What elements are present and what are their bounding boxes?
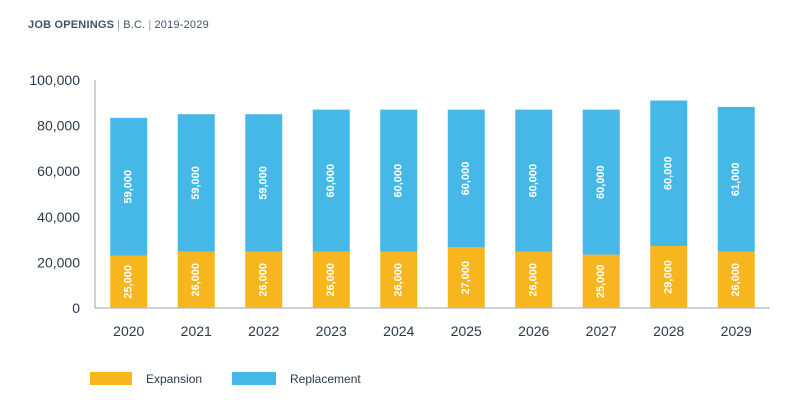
replacement-value-label: 60,000 <box>460 162 472 196</box>
x-tick-label: 2022 <box>248 323 279 339</box>
expansion-value-label: 25,000 <box>595 264 607 298</box>
expansion-bar <box>717 251 755 308</box>
x-tick-label: 2029 <box>721 323 752 339</box>
expansion-value-label: 26,000 <box>528 263 540 297</box>
replacement-value-label: 59,000 <box>258 166 270 200</box>
legend-label-expansion: Expansion <box>146 372 202 386</box>
expansion-value-label: 26,000 <box>393 263 405 297</box>
y-tick-label: 20,000 <box>37 254 80 270</box>
chart-title-period: 2019-2029 <box>154 19 209 31</box>
replacement-value-label: 60,000 <box>595 165 607 199</box>
x-tick-label: 2023 <box>316 323 347 339</box>
expansion-value-label: 26,000 <box>325 263 337 297</box>
expansion-bar <box>177 251 215 308</box>
replacement-value-label: 59,000 <box>123 170 135 204</box>
y-tick-label: 80,000 <box>37 118 80 134</box>
replacement-value-label: 60,000 <box>528 164 540 198</box>
replacement-value-label: 61,000 <box>730 162 742 196</box>
expansion-value-label: 26,000 <box>190 263 202 297</box>
replacement-bar <box>650 100 688 246</box>
legend-swatch-replacement <box>232 372 276 385</box>
replacement-bar <box>380 109 418 252</box>
replacement-bar <box>515 109 553 252</box>
replacement-bar <box>110 117 148 256</box>
expansion-bar <box>245 251 283 308</box>
x-tick-label: 2024 <box>383 323 414 339</box>
expansion-value-label: 29,000 <box>663 260 675 294</box>
y-tick-label: 60,000 <box>37 163 80 179</box>
replacement-bar <box>177 114 215 252</box>
x-tick-label: 2021 <box>181 323 212 339</box>
expansion-bar <box>380 251 418 308</box>
expansion-bar <box>582 254 620 308</box>
x-tick-label: 2028 <box>653 323 684 339</box>
expansion-value-label: 26,000 <box>258 263 270 297</box>
replacement-bar <box>717 106 755 252</box>
expansion-bar <box>447 247 485 308</box>
y-tick-label: 0 <box>72 300 80 316</box>
expansion-bar <box>110 255 148 308</box>
replacement-value-label: 60,000 <box>663 156 675 190</box>
replacement-bar <box>447 109 485 248</box>
replacement-value-label: 59,000 <box>190 166 202 200</box>
expansion-value-label: 27,000 <box>460 261 472 295</box>
x-tick-label: 2025 <box>451 323 482 339</box>
expansion-value-label: 26,000 <box>730 263 742 297</box>
chart-title: JOB OPENINGS | B.C. | 2019-2029 <box>28 19 209 31</box>
y-tick-label: 100,000 <box>29 72 80 88</box>
title-separator: | <box>117 19 121 31</box>
chart-title-region: B.C. <box>123 19 146 31</box>
y-tick-label: 40,000 <box>37 209 80 225</box>
expansion-value-label: 25,000 <box>123 265 135 299</box>
title-separator: | <box>148 19 152 31</box>
expansion-bar <box>312 251 350 308</box>
replacement-value-label: 60,000 <box>325 164 337 198</box>
replacement-value-label: 60,000 <box>393 164 405 198</box>
replacement-bar <box>245 114 283 252</box>
chart-title-main: JOB OPENINGS <box>28 19 115 31</box>
expansion-bar <box>650 245 688 308</box>
replacement-bar <box>312 109 350 252</box>
x-tick-label: 2026 <box>518 323 549 339</box>
replacement-bar <box>582 109 620 255</box>
legend-label-replacement: Replacement <box>290 372 361 386</box>
expansion-bar <box>515 251 553 308</box>
x-tick-label: 2020 <box>113 323 144 339</box>
legend-swatch-expansion <box>90 372 132 385</box>
x-tick-label: 2027 <box>586 323 617 339</box>
